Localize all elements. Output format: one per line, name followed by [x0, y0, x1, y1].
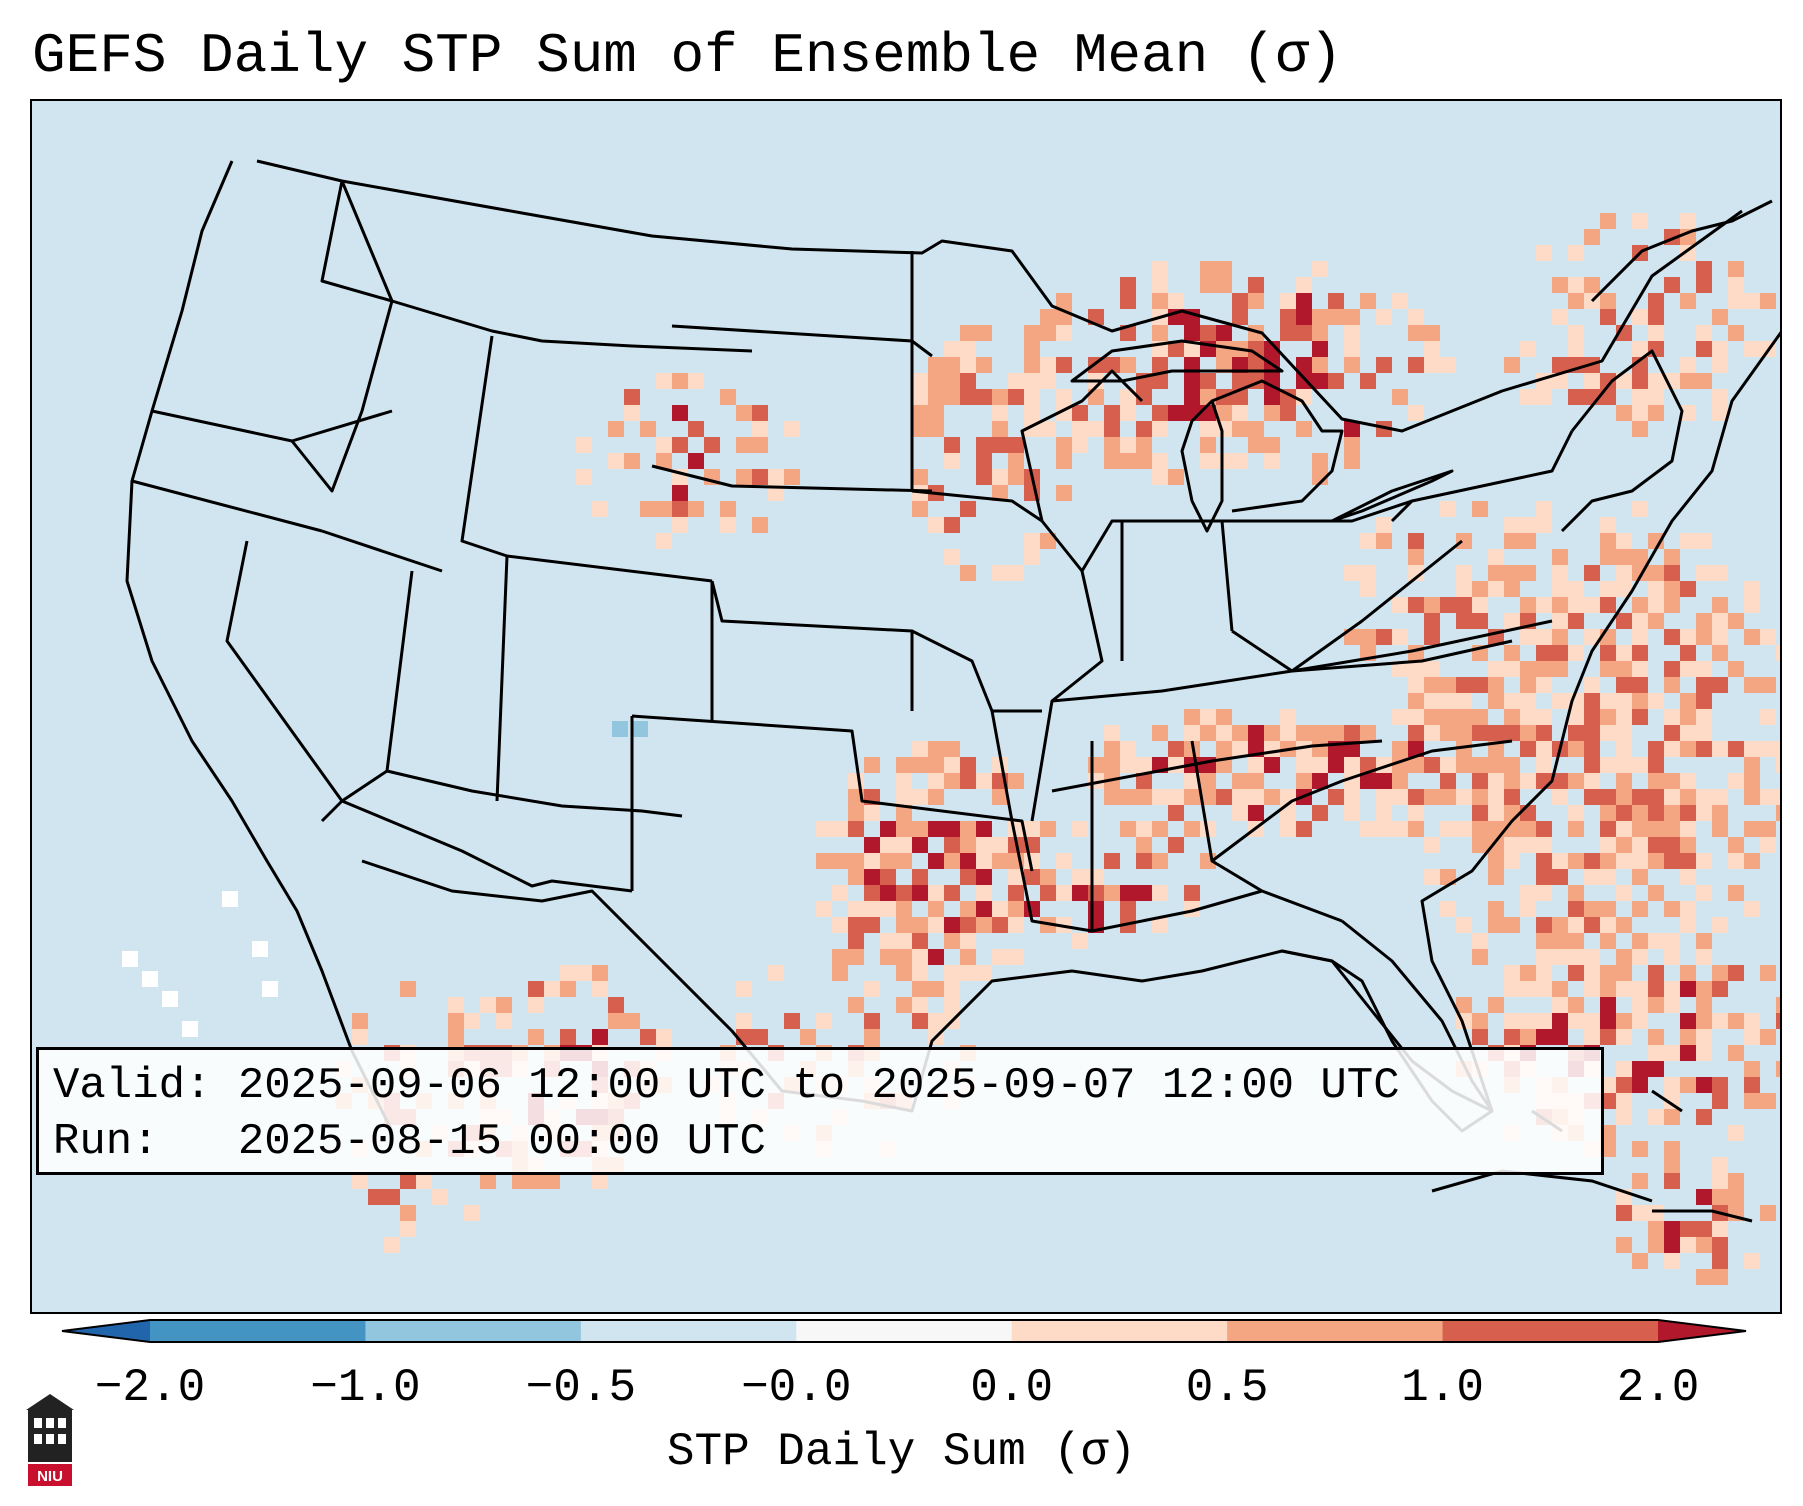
lake-michigan: [1180, 399, 1224, 533]
border-va-nc: [1291, 619, 1553, 673]
colorbar-tick-label: 0.0: [970, 1362, 1054, 1414]
colorbar-tick-label: 0.5: [1185, 1362, 1269, 1414]
colorbar-segment: [1442, 1320, 1659, 1342]
colorbar-segment: [1227, 1320, 1444, 1342]
border-id-mt: [290, 180, 394, 493]
colorbar-tick-label: 1.0: [1401, 1362, 1484, 1414]
validity-info-box: Valid: 2025-09-06 12:00 UTC to 2025-09-0…: [36, 1047, 1604, 1175]
border-id-nv: [321, 529, 443, 573]
border-co-nm: [495, 555, 509, 802]
pacific-coast: [125, 160, 394, 1132]
caribbean-islands: [1431, 1089, 1753, 1223]
colorbar-segment: [1011, 1320, 1228, 1342]
colorbar-extend-low: [62, 1320, 150, 1342]
university-building-icon: NIU: [26, 1394, 74, 1486]
colorbar-tick-label: −0.0: [741, 1362, 852, 1414]
state-boundaries: [125, 159, 1780, 1133]
logo-text: NIU: [37, 1468, 63, 1485]
colorbar-tick-label: −1.0: [310, 1362, 421, 1414]
border-ca-nv: [225, 540, 344, 823]
colorbar-extend-high: [1658, 1320, 1746, 1342]
border-tx-ok: [631, 714, 1034, 872]
border-wv-va: [1231, 539, 1463, 673]
border-pa-ny: [1390, 430, 1574, 523]
run-time-text: Run: 2025-08-15 00:00 UTC: [53, 1117, 766, 1167]
border-nc-sc-ga: [1211, 739, 1513, 863]
colorbar-tick-label: −2.0: [94, 1362, 206, 1414]
lower-michigan: [1211, 379, 1344, 513]
border-sd-ne: [651, 464, 933, 493]
colorbar-label: STP Daily Sum (σ): [666, 1426, 1137, 1478]
lake-superior: [1070, 339, 1284, 383]
border-mt-wy: [340, 180, 753, 353]
lake-erie-ontario: [1330, 469, 1454, 523]
border-az-nm-mx: [341, 799, 633, 893]
border-tn-south: [1051, 739, 1383, 793]
new-england: [1560, 349, 1684, 533]
colorbar-segment: [580, 1320, 797, 1342]
valid-time-text: Valid: 2025-09-06 12:00 UTC to 2025-09-0…: [53, 1061, 1400, 1111]
colorbar-tick-label: −0.5: [525, 1362, 637, 1414]
border-or-ca-nv: [131, 479, 323, 533]
border-wy-ut-co: [460, 335, 713, 583]
canada-east-coast: [1590, 199, 1773, 303]
border-ut-az: [386, 769, 683, 818]
colorbar: [61, 1319, 1747, 1343]
map-title: GEFS Daily STP Sum of Ensemble Mean (σ): [32, 24, 1343, 88]
border-oh: [1220, 520, 1234, 632]
border-ks-mo: [911, 629, 1042, 713]
colorbar-outline: [61, 1319, 1747, 1343]
colorbar-segment: [365, 1320, 582, 1342]
us-canada-border: [256, 159, 1743, 433]
colorbar-segment: [796, 1320, 1013, 1342]
colorbar-tick-label: 2.0: [1616, 1362, 1700, 1414]
colorbar-segment: [150, 1320, 366, 1342]
border-ne-ks: [710, 580, 914, 711]
